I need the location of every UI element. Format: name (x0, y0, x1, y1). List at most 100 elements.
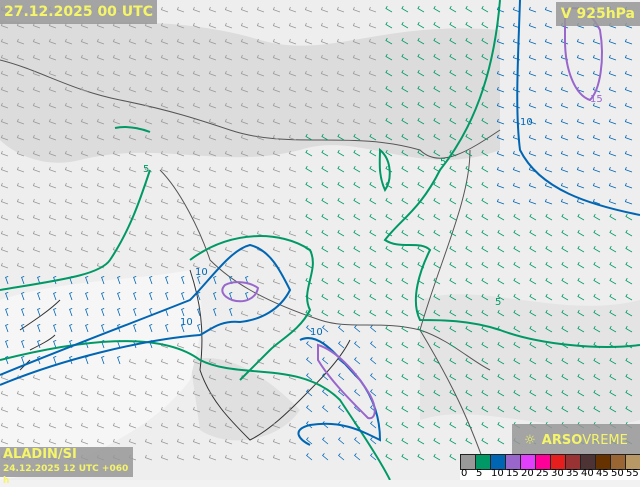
wind-barb (197, 324, 201, 333)
wind-barb (401, 437, 409, 445)
wind-barb (368, 102, 377, 109)
wind-barb (224, 118, 233, 125)
wind-barb (37, 292, 41, 301)
wind-barb (577, 229, 585, 237)
wind-barb (368, 70, 377, 77)
wind-barb (112, 150, 121, 157)
wind-barb (577, 325, 585, 333)
wind-barb (240, 150, 249, 157)
wind-barb (561, 213, 569, 221)
wind-barb (96, 438, 105, 445)
wind-barb (197, 308, 201, 317)
wind-barb (112, 182, 121, 189)
wind-barb (192, 438, 201, 445)
wind-barb (512, 150, 521, 157)
wind-barb (112, 422, 121, 429)
wind-barb (370, 373, 377, 381)
wind-barb (192, 6, 201, 13)
wind-barb (240, 102, 249, 109)
wind-barb (160, 358, 169, 365)
wind-barb (112, 134, 121, 141)
wind-barb (513, 229, 521, 237)
wind-barb (192, 86, 201, 93)
wind-barb (32, 406, 41, 413)
wind-barb (625, 293, 633, 301)
wind-barb (481, 181, 489, 189)
wind-barb (513, 245, 521, 253)
wind-barb (48, 134, 57, 141)
wind-barb (417, 101, 425, 109)
wind-barb (256, 310, 265, 317)
wind-barb (224, 150, 233, 157)
wind-barb (128, 38, 137, 45)
wind-barb (181, 324, 185, 333)
wind-barb (449, 37, 457, 45)
wind-barb (433, 277, 441, 285)
wind-barb (256, 390, 265, 397)
wind-barb (0, 182, 9, 189)
wind-barb (433, 421, 441, 429)
wind-barb (176, 102, 185, 109)
wind-barb (64, 262, 73, 269)
wind-barb (192, 118, 201, 125)
wind-barb (544, 150, 553, 157)
wind-barb (32, 374, 41, 381)
wind-barb (256, 38, 265, 45)
wind-barb (449, 213, 457, 221)
wind-barb (513, 341, 521, 349)
wind-barb (192, 166, 201, 173)
wind-barb (21, 276, 25, 285)
wind-barb (176, 86, 185, 93)
wind-barb (144, 246, 153, 253)
wind-barb (128, 214, 137, 221)
wind-barb (352, 86, 361, 93)
wind-barb (433, 229, 441, 237)
wind-barb (624, 118, 633, 125)
wind-barb (576, 102, 585, 109)
wind-barb (465, 229, 473, 237)
wind-barb (561, 373, 569, 381)
wind-barb (53, 308, 57, 317)
wind-barb (272, 326, 281, 333)
wind-barb (338, 341, 345, 349)
wind-barb (256, 22, 265, 29)
wind-barb (32, 262, 41, 269)
wind-barb (0, 134, 9, 141)
wind-barb (576, 182, 585, 189)
wind-barb (16, 150, 25, 157)
wind-barb (545, 293, 553, 301)
wind-barb (0, 406, 9, 413)
wind-barb (337, 229, 345, 237)
wind-barb (85, 292, 89, 301)
wind-barb (96, 214, 105, 221)
wind-barb (465, 181, 473, 189)
wind-barb (16, 230, 25, 237)
wind-barb (512, 6, 521, 13)
wind-barb (48, 230, 57, 237)
wind-barb (370, 453, 377, 461)
wind-barb (0, 150, 9, 157)
wind-barb (176, 422, 185, 429)
wind-barb (497, 293, 505, 301)
wind-barb (385, 149, 393, 157)
wind-barb (592, 86, 601, 93)
wind-barb (80, 198, 89, 205)
wind-barb (117, 324, 121, 333)
wind-barb (608, 134, 617, 141)
wind-barb (338, 325, 345, 333)
wind-barb (417, 117, 425, 125)
wind-barb (128, 358, 137, 365)
contour-label: 5 (440, 157, 446, 168)
wind-barb (160, 86, 169, 93)
wind-barb (338, 373, 345, 381)
wind-barb (449, 69, 457, 77)
wind-barb (449, 21, 457, 29)
wind-barb (561, 277, 569, 285)
wind-barb (465, 101, 473, 109)
wind-barb (545, 373, 553, 381)
legend-tick: 5 (476, 468, 483, 479)
wind-barb (256, 6, 265, 13)
wind-barb (353, 293, 361, 301)
wind-barb (32, 86, 41, 93)
wind-barb (64, 246, 73, 253)
